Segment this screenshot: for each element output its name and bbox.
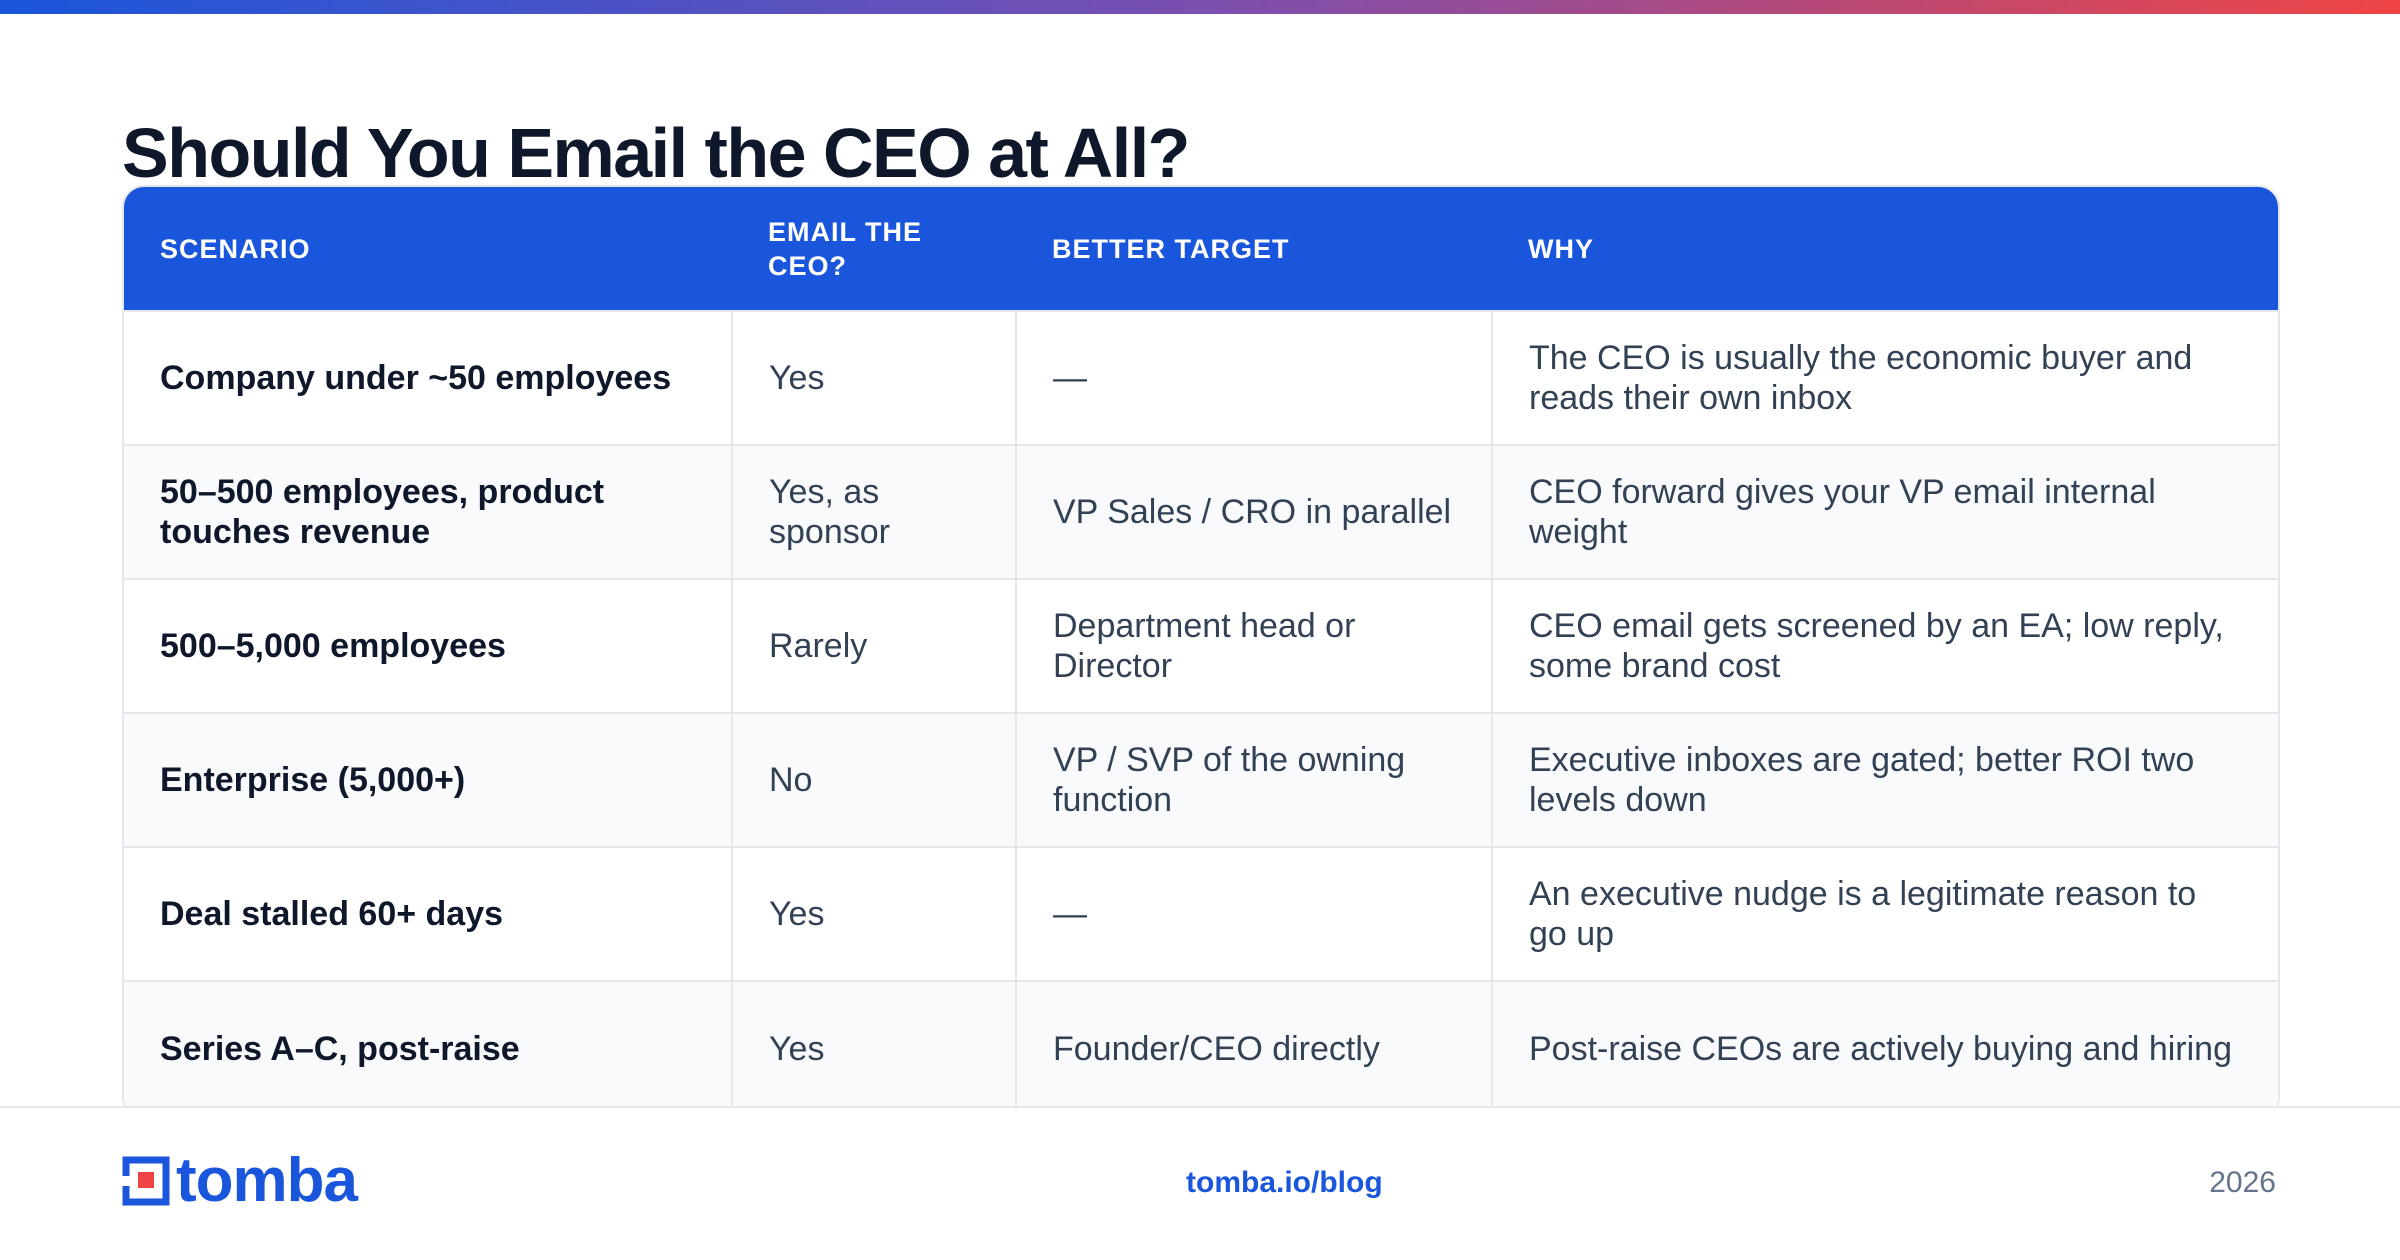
table-row: Enterprise (5,000+) No VP / SVP of the o…: [124, 712, 2278, 847]
cell-email-ceo: Yes: [731, 310, 1016, 445]
table-row: Series A–C, post-raise Yes Founder/CEO d…: [124, 980, 2278, 1115]
comparison-table-container: SCENARIO EMAIL THE CEO? BETTER TARGET WH…: [122, 185, 2280, 1119]
cell-why: CEO forward gives your VP email internal…: [1491, 444, 2278, 579]
table-row: Deal stalled 60+ days Yes — An executive…: [124, 846, 2278, 981]
cell-email-ceo: Rarely: [731, 578, 1016, 713]
header-why: WHY: [1528, 233, 1594, 264]
footer-year: 2026: [2209, 1166, 2276, 1199]
page-title: Should You Email the CEO at All?: [122, 114, 1190, 192]
header-better-target: BETTER TARGET: [1052, 233, 1290, 264]
tomba-logo-icon: [122, 1156, 170, 1206]
cell-better-target: —: [1015, 310, 1492, 445]
tomba-logo[interactable]: tomba: [122, 1146, 358, 1215]
cell-better-target: Founder/CEO directly: [1015, 980, 1492, 1115]
cell-better-target: VP Sales / CRO in parallel: [1015, 444, 1492, 579]
cell-scenario: 500–5,000 employees: [124, 578, 732, 713]
table-header-row: SCENARIO EMAIL THE CEO? BETTER TARGET WH…: [124, 187, 2278, 311]
header-scenario: SCENARIO: [160, 233, 311, 264]
table-row: 500–5,000 employees Rarely Department he…: [124, 578, 2278, 713]
logo-text: tomba: [176, 1146, 358, 1215]
cell-scenario: Series A–C, post-raise: [124, 980, 732, 1115]
cell-why: CEO email gets screened by an EA; low re…: [1491, 578, 2278, 713]
table-row: Company under ~50 employees Yes — The CE…: [124, 310, 2278, 445]
cell-why: Executive inboxes are gated; better ROI …: [1491, 712, 2278, 847]
cell-why: Post-raise CEOs are actively buying and …: [1491, 980, 2278, 1115]
table-header: SCENARIO EMAIL THE CEO? BETTER TARGET WH…: [124, 187, 2278, 311]
cell-better-target: VP / SVP of the owning function: [1015, 712, 1492, 847]
cell-email-ceo: Yes, as sponsor: [731, 444, 1016, 579]
cell-email-ceo: Yes: [731, 846, 1016, 981]
table-body: Company under ~50 employees Yes — The CE…: [124, 310, 2278, 1115]
footer-divider: [0, 1106, 2400, 1108]
blog-link[interactable]: tomba.io/blog: [1186, 1166, 1383, 1199]
cell-scenario: Deal stalled 60+ days: [124, 846, 732, 981]
cell-email-ceo: No: [731, 712, 1016, 847]
cell-better-target: —: [1015, 846, 1492, 981]
table-row: 50–500 employees, product touches revenu…: [124, 444, 2278, 579]
cell-scenario: Enterprise (5,000+): [124, 712, 732, 847]
footer: [0, 1108, 2400, 1260]
header-email-the-ceo: EMAIL THE CEO?: [768, 216, 923, 281]
top-gradient-bar: [0, 0, 2400, 14]
cell-scenario: Company under ~50 employees: [124, 310, 732, 445]
comparison-table: SCENARIO EMAIL THE CEO? BETTER TARGET WH…: [124, 187, 2278, 1115]
cell-email-ceo: Yes: [731, 980, 1016, 1115]
cell-scenario: 50–500 employees, product touches revenu…: [124, 444, 732, 579]
cell-why: An executive nudge is a legitimate reaso…: [1491, 846, 2278, 981]
cell-why: The CEO is usually the economic buyer an…: [1491, 310, 2278, 445]
cell-better-target: Department head or Director: [1015, 578, 1492, 713]
